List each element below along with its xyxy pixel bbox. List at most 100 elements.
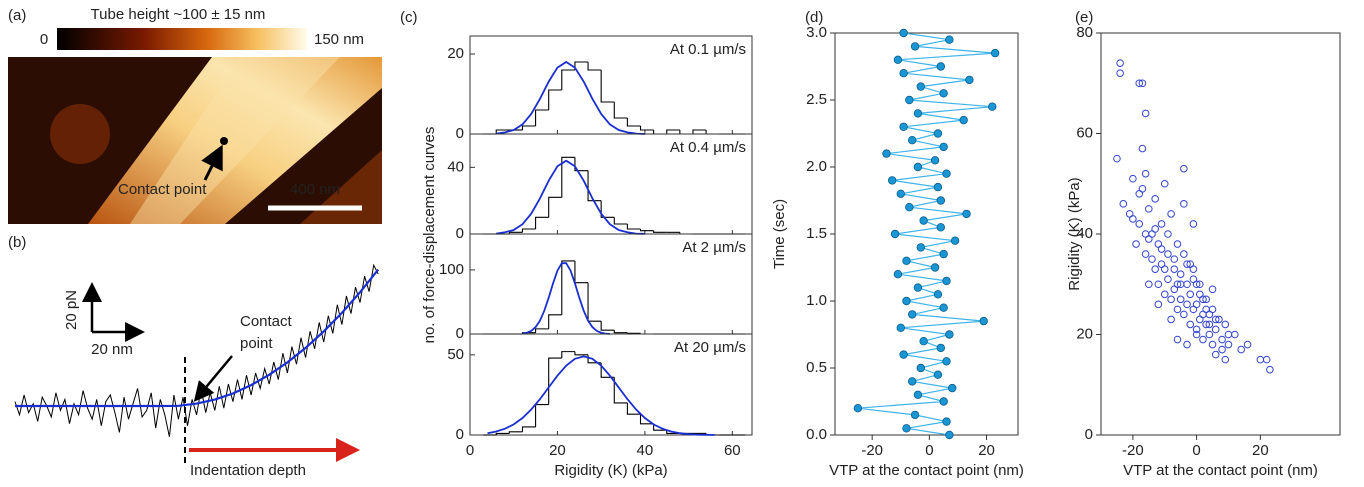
histogram-bin xyxy=(561,69,575,90)
point xyxy=(1189,305,1198,314)
plot-frame xyxy=(469,333,753,436)
point xyxy=(1154,280,1163,289)
point xyxy=(990,48,1000,58)
point xyxy=(1116,59,1124,67)
point xyxy=(1157,245,1166,253)
point xyxy=(1176,270,1185,279)
point xyxy=(1167,210,1175,218)
point xyxy=(905,95,914,105)
point xyxy=(1205,320,1214,329)
histogram-bin xyxy=(495,129,510,134)
point xyxy=(1237,345,1246,354)
point xyxy=(1180,250,1188,258)
point xyxy=(942,417,951,426)
contact-label: point xyxy=(240,335,273,352)
point xyxy=(1183,260,1191,268)
point xyxy=(1141,109,1150,118)
point xyxy=(1231,330,1239,339)
point xyxy=(1221,355,1230,364)
point xyxy=(1141,250,1150,258)
x-axis-label: VTP at the contact point (nm) xyxy=(1123,462,1318,479)
point xyxy=(939,397,948,406)
y-axis-label: Rigidity (K) (kPa) xyxy=(1066,177,1083,290)
point xyxy=(1164,230,1172,238)
x-tick-label: 20 xyxy=(978,442,995,459)
panel-label: (a) xyxy=(8,7,26,24)
point xyxy=(1243,340,1252,349)
y-tick-label: 2.5 xyxy=(806,91,827,108)
histogram-bin xyxy=(639,126,654,131)
point xyxy=(979,316,988,326)
point xyxy=(1170,255,1179,263)
histogram-bin xyxy=(561,260,575,315)
point xyxy=(1195,315,1204,324)
point xyxy=(962,209,971,219)
histogram-bin xyxy=(587,62,602,71)
point xyxy=(1192,330,1201,339)
point xyxy=(1170,265,1179,273)
x-tick-label: 20 xyxy=(549,442,566,459)
point xyxy=(1180,310,1188,319)
y-axis-label: Time (sec) xyxy=(771,199,788,269)
point xyxy=(899,68,908,78)
y-tick-label: 100 xyxy=(439,261,464,278)
point xyxy=(1180,164,1188,173)
point xyxy=(919,337,928,346)
colorbar-max: 150 nm xyxy=(314,31,364,48)
point xyxy=(1160,179,1169,188)
histogram-bin xyxy=(548,314,562,329)
x-axis-label: Rigidity (K) (kPa) xyxy=(554,462,667,479)
histogram-bin xyxy=(639,229,654,232)
histogram-bin xyxy=(639,414,654,425)
histogram-bin xyxy=(574,157,589,172)
point xyxy=(893,270,903,279)
histogram-bin xyxy=(574,260,589,284)
histogram-bin xyxy=(626,332,641,334)
panel-speed-label: At 20 µm/s xyxy=(674,339,746,356)
colorbar xyxy=(57,28,307,50)
histogram-bin xyxy=(705,130,720,135)
point xyxy=(1202,295,1210,304)
x-tick-label: 20 xyxy=(1252,442,1269,459)
histogram-bin xyxy=(561,156,575,198)
point xyxy=(910,410,920,420)
x-tick-label: 0 xyxy=(925,442,933,459)
point xyxy=(939,142,948,152)
y-axis-label: no. of force-displacement curves xyxy=(421,127,438,344)
afm-image xyxy=(8,28,382,224)
panel-label: (b) xyxy=(8,234,26,251)
point xyxy=(1218,345,1226,354)
y-tick-label: 20 xyxy=(1076,325,1093,342)
histogram-bin xyxy=(587,170,602,202)
point xyxy=(933,182,943,192)
point xyxy=(1192,280,1201,289)
scale-y-label: 20 pN xyxy=(63,290,80,330)
x-tick-label: 0 xyxy=(1192,442,1200,459)
histogram-bin xyxy=(548,357,562,405)
scale-bar-label: 400 nm xyxy=(290,181,340,198)
point xyxy=(1173,305,1182,314)
colorbar-title: Tube height ~100 ± 15 nm xyxy=(91,6,266,23)
trace xyxy=(15,268,380,408)
y-tick-label: 0.0 xyxy=(806,426,827,443)
y-tick-label: 0 xyxy=(456,225,464,242)
point xyxy=(902,256,911,265)
point xyxy=(910,42,920,51)
point xyxy=(1113,154,1121,163)
y-tick-label: 50 xyxy=(447,346,464,363)
point xyxy=(1151,225,1159,233)
histogram-bin xyxy=(508,431,523,434)
panel-speed-label: At 0.1 µm/s xyxy=(670,41,746,58)
point xyxy=(1138,184,1147,193)
point xyxy=(1189,220,1198,228)
histogram-bin xyxy=(508,231,523,234)
point xyxy=(1135,79,1144,88)
point xyxy=(890,229,900,239)
point xyxy=(1164,275,1172,284)
histogram-bin xyxy=(692,129,707,134)
point xyxy=(1167,295,1175,304)
point xyxy=(950,236,960,245)
point xyxy=(1186,260,1195,268)
point xyxy=(1218,335,1226,344)
point xyxy=(913,283,923,292)
